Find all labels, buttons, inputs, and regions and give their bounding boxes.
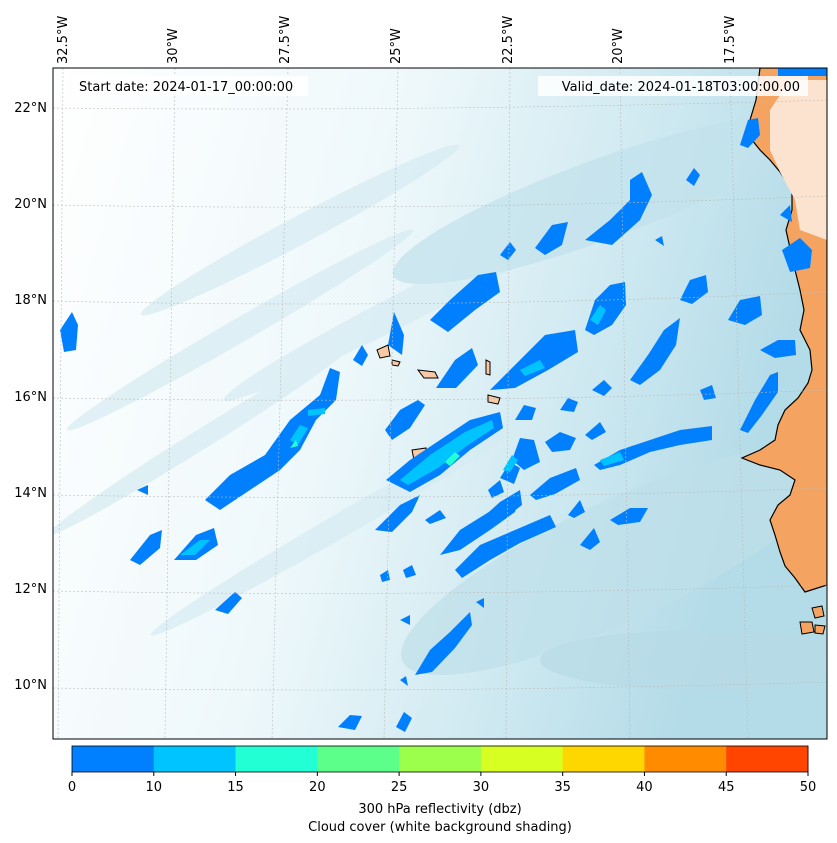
lat-label: 22°N — [14, 101, 47, 116]
colorbar-tick-label: 0 — [68, 780, 76, 795]
lat-label: 10°N — [14, 678, 47, 693]
lon-label: 32.5°W — [56, 16, 71, 64]
latitude-labels: 22°N 20°N 18°N 16°N 14°N 12°N 10°N — [14, 101, 47, 693]
reflectivity-cells-15dbz — [290, 440, 460, 466]
colorbar-tick-label: 45 — [718, 780, 735, 795]
lon-label: 22.5°W — [501, 16, 516, 64]
colorbar: 0 10 15 20 25 30 35 40 45 50 — [68, 745, 817, 795]
colorbar-segment — [726, 746, 809, 772]
start-date-label: Start date: 2024-01-17_00:00:00 — [79, 80, 293, 95]
colorbar-tick-label: 50 — [800, 780, 817, 795]
colorbar-segment — [153, 746, 237, 772]
start-date-box — [72, 76, 308, 96]
western-sahara-inland — [770, 80, 827, 240]
colorbar-label: 300 hPa reflectivity (dbz) — [358, 802, 521, 817]
colorbar-tick-label: 15 — [227, 780, 244, 795]
lat-label: 12°N — [14, 582, 47, 597]
colorbar-tick-label: 40 — [636, 780, 653, 795]
colorbar-frame — [71, 745, 809, 773]
lon-label: 27.5°W — [278, 16, 293, 64]
valid-date-box — [538, 76, 808, 96]
colorbar-segment — [235, 746, 318, 772]
lon-label: 17.5°W — [723, 16, 738, 64]
date-header: Start date: 2024-01-17_00:00:00 Valid_da… — [72, 76, 808, 96]
lat-label: 14°N — [14, 486, 47, 501]
colorbar-segment — [644, 746, 727, 772]
lon-label: 20°W — [611, 28, 626, 64]
colorbar-tick-label: 10 — [146, 780, 163, 795]
lat-label: 18°N — [14, 293, 47, 308]
cloud-streaks — [53, 115, 827, 690]
lon-label: 25°W — [389, 28, 404, 64]
colorbar-tick-label: 20 — [309, 780, 326, 795]
map-frame — [52, 67, 828, 740]
colorbar-segment — [317, 746, 400, 772]
colorbar-segment — [399, 746, 482, 772]
colorbar-tick-label: 35 — [554, 780, 571, 795]
colorbar-segment — [480, 746, 564, 772]
colorbar-tick-label: 30 — [473, 780, 490, 795]
colorbar-segment — [72, 746, 155, 772]
map-panel — [53, 68, 827, 739]
longitude-labels: 32.5°W 30°W 27.5°W 25°W 22.5°W 20°W 17.5… — [56, 16, 738, 64]
bijagos-islands — [799, 605, 826, 635]
colorbar-segment — [562, 746, 645, 772]
lat-label: 16°N — [14, 390, 47, 405]
reflectivity-cells-10dbz — [180, 305, 624, 555]
valid-date-label: Valid_date: 2024-01-18T03:00:00.00 — [562, 80, 800, 95]
colorbar-tick-label: 25 — [391, 780, 408, 795]
colorbar-sublabel: Cloud cover (white background shading) — [308, 820, 572, 835]
lat-label: 20°N — [14, 197, 47, 212]
lon-label: 30°W — [166, 28, 181, 64]
